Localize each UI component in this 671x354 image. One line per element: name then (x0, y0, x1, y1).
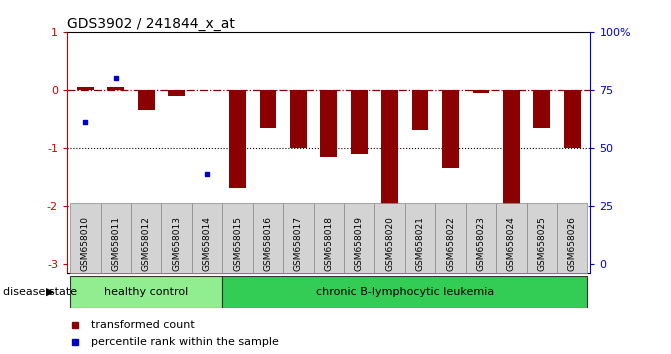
Bar (168, 90, 185, 96)
Text: healthy control: healthy control (104, 287, 189, 297)
Text: disease state: disease state (3, 287, 77, 297)
Bar (374, 203, 405, 273)
Bar (344, 203, 374, 273)
Bar (77, 87, 94, 90)
Bar (162, 203, 192, 273)
Bar (283, 203, 313, 273)
Bar (253, 203, 283, 273)
Text: GSM658018: GSM658018 (324, 216, 333, 272)
Bar (101, 203, 131, 273)
Text: GSM658010: GSM658010 (81, 216, 90, 272)
Bar (70, 276, 222, 308)
Text: GSM658011: GSM658011 (111, 216, 120, 272)
Text: GDS3902 / 241844_x_at: GDS3902 / 241844_x_at (67, 17, 235, 31)
Bar (222, 276, 587, 308)
Text: GSM658024: GSM658024 (507, 217, 516, 272)
Text: GSM658015: GSM658015 (233, 216, 242, 272)
Text: GSM658016: GSM658016 (264, 216, 272, 272)
Bar (503, 90, 520, 217)
Text: GSM658017: GSM658017 (294, 216, 303, 272)
Bar (313, 203, 344, 273)
Text: GSM658020: GSM658020 (385, 217, 394, 272)
Text: transformed count: transformed count (91, 320, 195, 330)
Text: GSM658023: GSM658023 (476, 217, 485, 272)
Bar (381, 90, 398, 241)
Bar (557, 203, 587, 273)
Bar (351, 90, 368, 154)
Text: ▶: ▶ (46, 287, 54, 297)
Text: percentile rank within the sample: percentile rank within the sample (91, 337, 278, 348)
Text: GSM658019: GSM658019 (355, 216, 364, 272)
Text: GSM658013: GSM658013 (172, 216, 181, 272)
Bar (442, 90, 459, 168)
Bar (222, 203, 253, 273)
Bar (527, 203, 557, 273)
Text: GSM658025: GSM658025 (537, 217, 546, 272)
Bar (138, 90, 154, 110)
Bar (290, 90, 307, 148)
Bar (107, 87, 124, 90)
Bar (496, 203, 527, 273)
Bar (472, 90, 489, 93)
Bar (412, 90, 429, 131)
Text: chronic B-lymphocytic leukemia: chronic B-lymphocytic leukemia (316, 287, 494, 297)
Bar (435, 203, 466, 273)
Text: GSM658026: GSM658026 (568, 217, 576, 272)
Bar (405, 203, 435, 273)
Bar (564, 90, 580, 148)
Text: GSM658021: GSM658021 (415, 217, 425, 272)
Bar (260, 90, 276, 127)
Bar (131, 203, 162, 273)
Bar (321, 90, 337, 156)
Text: GSM658022: GSM658022 (446, 217, 455, 272)
Bar (70, 203, 101, 273)
Text: GSM658012: GSM658012 (142, 217, 151, 272)
Bar (466, 203, 496, 273)
Text: GSM658014: GSM658014 (203, 217, 211, 272)
Bar (192, 203, 222, 273)
Bar (229, 90, 246, 188)
Bar (533, 90, 550, 127)
